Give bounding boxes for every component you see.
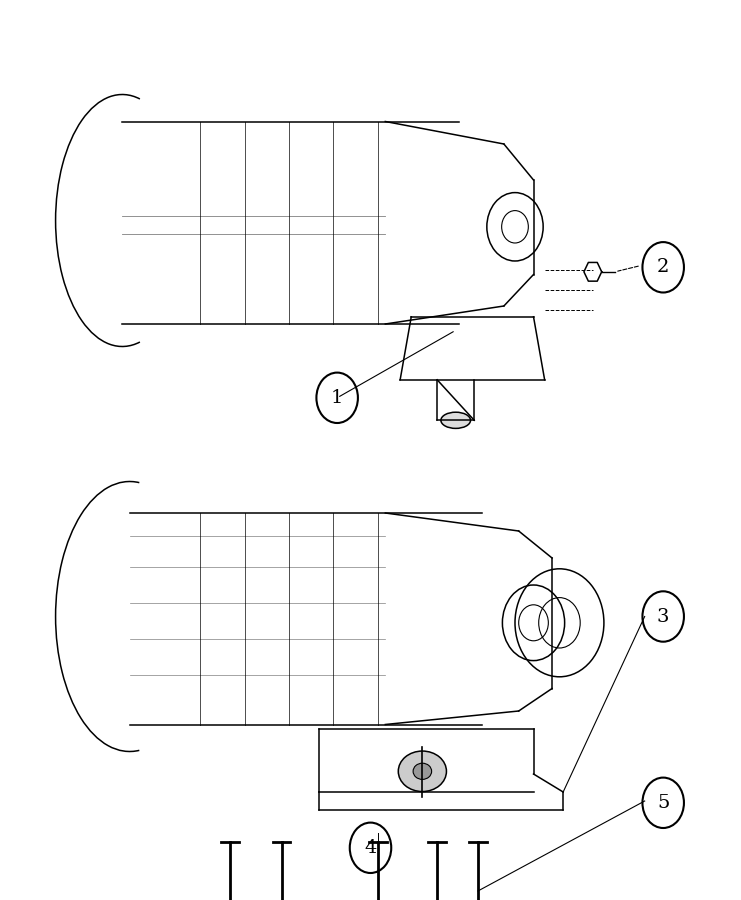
Text: 5: 5 <box>657 794 669 812</box>
Ellipse shape <box>398 751 446 792</box>
Ellipse shape <box>441 412 471 428</box>
Text: 4: 4 <box>365 839 376 857</box>
Text: 3: 3 <box>657 608 669 625</box>
Text: 2: 2 <box>657 258 669 276</box>
Text: 1: 1 <box>331 389 343 407</box>
Ellipse shape <box>413 763 431 779</box>
